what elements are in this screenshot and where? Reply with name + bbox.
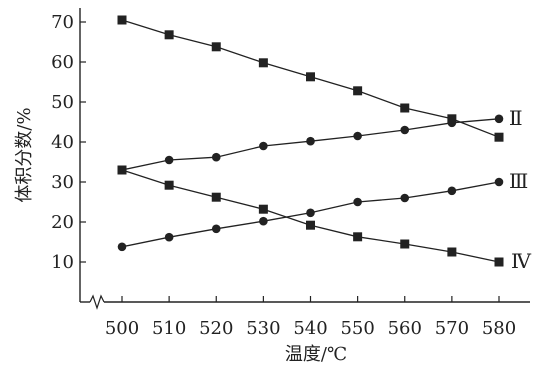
data-point-circle [259, 216, 268, 226]
y-tick-label: 70 [51, 12, 74, 33]
data-point-circle [353, 197, 362, 207]
data-point-square [117, 165, 127, 175]
y-tick-label: 30 [51, 172, 74, 193]
y-tick-label: 20 [51, 212, 74, 233]
data-point-circle [211, 152, 221, 162]
data-point-circle [447, 118, 457, 128]
data-point-circle [306, 208, 315, 218]
x-axis-title: 温度/℃ [285, 344, 347, 365]
data-point-circle [259, 141, 268, 151]
data-point-circle [353, 131, 362, 141]
series-labels: ⅠⅡ Ⅲ Ⅳ [509, 106, 532, 273]
y-tick-label: 40 [51, 132, 74, 153]
series-markers [117, 15, 504, 267]
data-point-circle [164, 232, 174, 242]
data-point-circle [400, 125, 410, 135]
y-tick-label: 10 [51, 252, 74, 273]
axes: 10 20 30 40 50 60 70 500 510 520 530 540 550 560 570 58… [51, 8, 530, 339]
data-point-square [353, 232, 363, 242]
x-tick-label: 500 [105, 318, 139, 339]
series-label-1: Ⅰ [509, 106, 517, 130]
x-tick-label: 530 [246, 318, 280, 339]
series-label-4: Ⅳ [511, 249, 532, 273]
data-point-square [258, 204, 268, 214]
data-point-circle [447, 186, 457, 196]
data-point-circle [117, 242, 127, 252]
data-point-circle [211, 224, 221, 234]
y-tick-label: 50 [51, 92, 74, 113]
x-tick-label: 540 [293, 318, 327, 339]
x-tick-label: 560 [388, 318, 422, 339]
y-axis-title: 体积分数/% [14, 107, 35, 202]
data-point-square [117, 15, 127, 25]
y-tick-label: 60 [51, 52, 74, 73]
series-label-2: Ⅱ [509, 106, 523, 130]
data-point-square [400, 103, 410, 113]
x-tick-label: 520 [199, 318, 233, 339]
x-axis-break-mark [89, 294, 105, 310]
data-point-square [258, 58, 268, 68]
data-point-square [164, 180, 174, 190]
data-point-square [494, 257, 504, 267]
data-point-square [494, 132, 504, 142]
data-point-square [211, 42, 221, 52]
data-point-square [447, 247, 457, 257]
data-point-square [353, 86, 363, 96]
x-tick-label: 580 [482, 318, 516, 339]
data-point-square [306, 72, 315, 82]
series-label-3: Ⅲ [509, 169, 528, 193]
x-tick-label: 510 [152, 318, 186, 339]
data-point-square [306, 220, 315, 230]
data-point-circle [494, 177, 504, 187]
data-point-square [400, 239, 410, 249]
data-point-square [211, 192, 221, 202]
data-point-square [164, 30, 174, 40]
x-tick-label: 550 [340, 318, 374, 339]
x-tick-label: 570 [435, 318, 469, 339]
data-point-circle [400, 193, 410, 203]
data-point-circle [494, 114, 504, 124]
data-point-circle [164, 155, 174, 165]
data-point-circle [306, 136, 315, 146]
